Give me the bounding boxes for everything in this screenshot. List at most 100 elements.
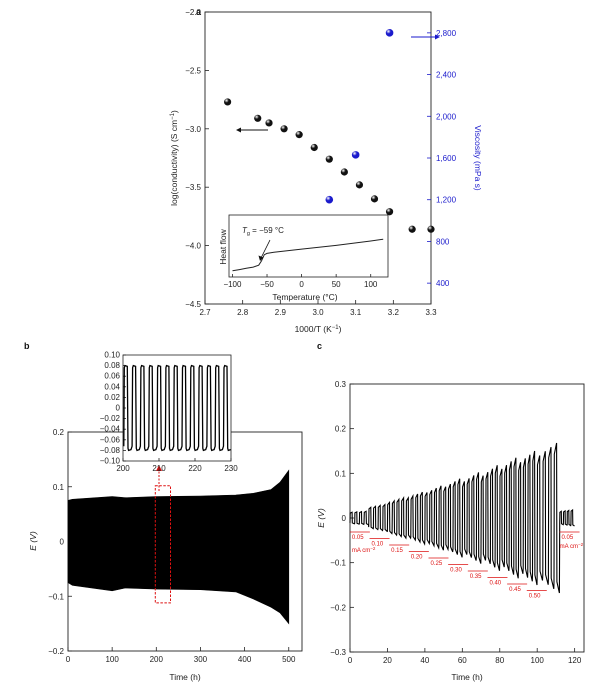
x-tick-label: 20	[383, 656, 392, 665]
y-tick-label: −3.0	[185, 125, 201, 134]
current-density-label: 0.25	[430, 561, 442, 567]
inset-x-tick-label: 100	[364, 280, 378, 289]
dsc-inset-frame	[228, 214, 389, 278]
y-tick-label: −0.3	[330, 648, 346, 657]
y-tick-label: −2.5	[185, 66, 201, 75]
current-density-label: 0.15	[391, 548, 403, 554]
y2-tick-label: 1,200	[436, 196, 457, 205]
panel-b-x-ticks: 0 100 200 300 400 500	[66, 647, 296, 664]
panel-a-x-ticks: 2.7 2.8 2.9 3.0 3.1 3.2 3.3	[199, 300, 437, 317]
conductivity-point	[265, 119, 273, 127]
y-tick-label: −3.5	[185, 183, 201, 192]
current-unit-label: mA cm−2	[560, 542, 584, 550]
y-tick-label: 0.1	[53, 483, 65, 492]
current-density-label: 0.30	[450, 568, 462, 574]
inset-y-tick-label: 0.06	[104, 372, 120, 381]
inset-x-tick-label: 0	[299, 280, 304, 289]
inset-x-tick-label: −100	[223, 280, 242, 289]
current-unit-label: mA cm−2	[352, 546, 376, 554]
inset-x-tick-label: 230	[224, 464, 238, 473]
dsc-inset-x-label: Temperature (°C)	[272, 292, 337, 302]
panel-c-y-label: E (V)	[316, 508, 326, 528]
panel-a-y-label: log(conductivity) (S cm−1)	[169, 110, 179, 206]
inset-x-tick-label: 220	[188, 464, 202, 473]
x-tick-label: 300	[194, 655, 208, 664]
conductivity-point	[295, 131, 303, 139]
current-density-label: 0.20	[411, 555, 423, 561]
panel-c-x-ticks: 0 20 40 60 80 100 120	[348, 648, 582, 665]
y-tick-label: −0.1	[330, 559, 346, 568]
x-tick-label: 80	[495, 656, 504, 665]
x-tick-label: 0	[66, 655, 71, 664]
x-tick-label: 500	[282, 655, 296, 664]
inset-y-tick-label: 0	[116, 404, 121, 413]
x-tick-label: 2.9	[275, 308, 287, 317]
y-tick-label: 0.3	[335, 380, 347, 389]
x-tick-label: 60	[458, 656, 467, 665]
panel-a-points	[224, 29, 435, 233]
conductivity-point	[325, 155, 333, 163]
x-tick-label: 40	[420, 656, 429, 665]
current-density-label: 0.45	[509, 587, 521, 593]
panel-b-y-label: E (V)	[28, 531, 38, 551]
x-tick-label: 100	[105, 655, 119, 664]
y-tick-label: 0.2	[335, 425, 347, 434]
panel-b-chart: 0 100 200 300 400 500 0.20.10−0.1−0.2 Time (h…	[28, 351, 303, 682]
y-tick-label: −0.1	[48, 592, 64, 601]
inset-y-tick-label: 0.04	[104, 382, 120, 391]
panel-b-inset: 200 210 220 230 0.100.08 0.060.04 0.02 0−0.02 −…	[100, 351, 238, 474]
inset-y-tick-label: 0.08	[104, 361, 120, 370]
zoom-inset-y-ticks: 0.100.08 0.060.04 0.02 0−0.02 −0.04−0.06 −0.0…	[100, 351, 126, 466]
y-tick-label: 0	[60, 538, 65, 547]
zoom-inset-x-ticks: 200 210 220 230	[116, 458, 238, 473]
current-density-label: 0.10	[372, 542, 384, 548]
conductivity-point	[355, 181, 364, 189]
x-tick-label: 3.2	[388, 308, 400, 317]
current-density-label: 0.05	[352, 535, 364, 541]
x-tick-label: 2.7	[199, 308, 211, 317]
x-tick-label: 120	[568, 656, 582, 665]
y-tick-label: −4.5	[185, 300, 201, 309]
conductivity-arrowhead	[236, 127, 241, 133]
panel-c-y-ticks: 0.3 0.2 0.1 0 −0.1 −0.2 −0.3	[330, 380, 354, 657]
viscosity-arrowhead	[435, 34, 440, 40]
zoom-inset-voltage-trace	[123, 364, 231, 452]
inset-y-tick-label: −0.06	[100, 435, 121, 444]
inset-y-tick-label: −0.02	[100, 414, 121, 423]
y2-tick-label: 800	[436, 237, 450, 246]
tg-annotation-arrow	[260, 239, 271, 259]
tg-annotation: Tg = −59 °C	[242, 226, 284, 237]
panel-a-chart: 2.7 2.8 2.9 3.0 3.1 3.2 3.3 −2.0 −2.5 −3.0 −3.5 −4…	[169, 8, 483, 334]
panel-c-x-label: Time (h)	[451, 672, 482, 682]
y-tick-label: 0	[342, 514, 347, 523]
x-tick-label: 2.8	[237, 308, 249, 317]
panel-a-x-label: 1000/T (K−1)	[295, 324, 342, 334]
y-tick-label: 0.2	[53, 428, 65, 437]
inset-x-tick-label: 50	[332, 280, 341, 289]
y-tick-label: 0.1	[335, 469, 347, 478]
y2-tick-label: 1,600	[436, 154, 457, 163]
dsc-inset-y-label: Heat flow	[218, 228, 228, 264]
current-density-labels: 0.05 0.10 0.15 0.20 0.25 0.30 0.35 0.40 0.45 0.50…	[349, 531, 584, 600]
conductivity-point	[224, 98, 232, 106]
inset-x-tick-label: −50	[260, 280, 274, 289]
y2-tick-label: 2,400	[436, 71, 457, 80]
current-density-label: 0.05	[562, 535, 574, 541]
y-tick-label: −4.0	[185, 242, 201, 251]
x-tick-label: 400	[238, 655, 252, 664]
inset-y-tick-label: −0.04	[100, 425, 121, 434]
y-tick-label: −2.0	[185, 8, 201, 17]
viscosity-point	[325, 195, 334, 204]
highlight-arrowhead	[156, 465, 162, 471]
x-tick-label: 3.1	[350, 308, 362, 317]
conductivity-point	[280, 125, 288, 133]
x-tick-label: 200	[150, 655, 164, 664]
y-tick-label: −0.2	[330, 603, 346, 612]
current-density-label: 0.50	[529, 594, 541, 600]
current-density-label: 0.40	[489, 581, 501, 587]
x-tick-label: 100	[531, 656, 545, 665]
conductivity-point	[427, 225, 435, 233]
dsc-inset-x-ticks: −100 −50 0 50 100	[223, 274, 378, 289]
conductivity-point	[385, 208, 394, 216]
